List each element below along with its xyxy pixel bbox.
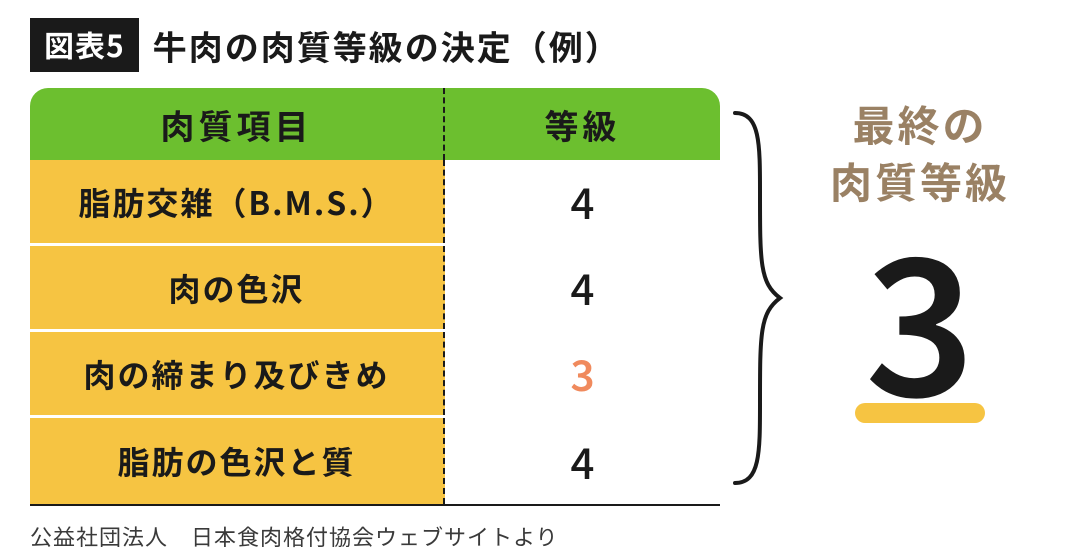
row-grade: 4: [445, 160, 720, 243]
row-label: 脂肪の色沢と質: [30, 418, 445, 504]
grade-table: 肉質項目 等級 脂肪交雑（B.M.S.）4肉の色沢4肉の締まり及びきめ3脂肪の色…: [30, 88, 720, 506]
source-text: 公益社団法人 日本食肉格付協会ウェブサイトより: [30, 520, 1050, 552]
row-label: 脂肪交雑（B.M.S.）: [30, 160, 445, 243]
table-body: 脂肪交雑（B.M.S.）4肉の色沢4肉の締まり及びきめ3脂肪の色沢と質4: [30, 160, 720, 504]
title-row: 図表5 牛肉の肉質等級の決定（例）: [30, 18, 1050, 72]
content-area: 肉質項目 等級 脂肪交雑（B.M.S.）4肉の色沢4肉の締まり及びきめ3脂肪の色…: [30, 88, 1050, 508]
row-grade: 3: [445, 332, 720, 415]
figure-title: 牛肉の肉質等級の決定（例）: [153, 21, 621, 70]
result-value: 3: [865, 219, 975, 409]
header-category: 肉質項目: [30, 88, 445, 160]
result-label-line1: 最終の: [852, 93, 987, 154]
row-label: 肉の締まり及びきめ: [30, 332, 445, 415]
table-row: 肉の締まり及びきめ3: [30, 332, 720, 418]
result-block: 最終の 肉質等級 3: [790, 88, 1050, 423]
table-header-row: 肉質項目 等級: [30, 88, 720, 160]
row-grade: 4: [445, 418, 720, 504]
table-row: 肉の色沢4: [30, 246, 720, 332]
table-row: 脂肪交雑（B.M.S.）4: [30, 160, 720, 246]
row-label: 肉の色沢: [30, 246, 445, 329]
table-row: 脂肪の色沢と質4: [30, 418, 720, 504]
brace-icon: [720, 88, 790, 508]
curly-brace-icon: [725, 103, 785, 493]
figure-badge: 図表5: [30, 18, 139, 72]
row-grade: 4: [445, 246, 720, 329]
header-grade: 等級: [445, 88, 720, 160]
